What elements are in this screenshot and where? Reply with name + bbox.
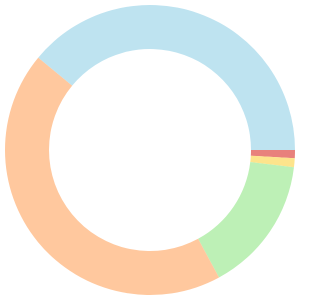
donut-segment: [250, 150, 295, 159]
chart: [4, 4, 296, 295]
donut-segment: [198, 162, 294, 278]
donut-segment: [38, 4, 296, 150]
donut-segment: [4, 57, 220, 295]
donut-segment: [250, 155, 295, 168]
